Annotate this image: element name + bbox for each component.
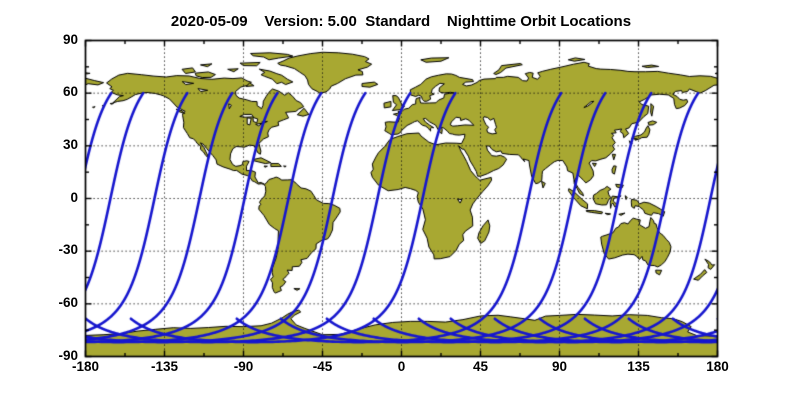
x-tick-label: 135 (627, 359, 650, 374)
y-tick-label: 90 (62, 31, 78, 47)
x-tick-label: -90 (233, 359, 254, 374)
x-tick-label: -45 (312, 359, 333, 374)
x-tick-label: -180 (71, 359, 100, 374)
x-tick-label: 45 (472, 359, 489, 374)
x-tick-label: 0 (397, 359, 406, 374)
y-tick-label: -60 (58, 294, 78, 310)
x-tick-label: -135 (150, 359, 179, 374)
y-tick-label: -90 (58, 347, 78, 363)
x-tick-label: 90 (551, 359, 568, 374)
y-tick-label: 30 (62, 136, 78, 152)
y-tick-label: 0 (70, 189, 78, 205)
x-tick-label: 180 (706, 359, 729, 374)
y-tick-label: 60 (62, 84, 78, 100)
y-tick-label: -30 (58, 242, 78, 258)
plot-title: 2020-05-09 Version: 5.00 Standard Nightt… (170, 13, 632, 30)
